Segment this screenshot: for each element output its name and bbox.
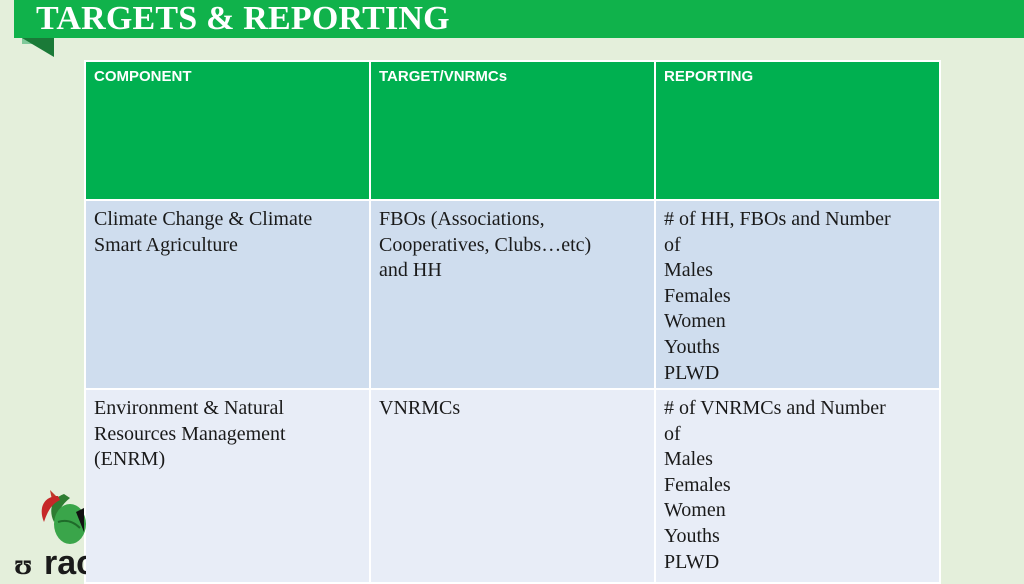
text-line: PLWD — [664, 550, 720, 573]
text-line: Males — [664, 259, 713, 282]
text-line: Women — [664, 310, 726, 333]
cell-reporting: # of HH, FBOs and Number of Males Female… — [654, 199, 941, 390]
text-line: Males — [664, 448, 713, 471]
text-line: Women — [664, 499, 726, 522]
text-line: Females — [664, 473, 731, 496]
leaf-logo-icon: ʊ rac — [14, 490, 95, 582]
cell-target: VNRMCs — [369, 388, 656, 584]
text-line: of — [664, 422, 681, 445]
cell-target: FBOs (Associations, Cooperatives, Clubs…… — [369, 199, 656, 390]
text-line: Cooperatives, Clubs…etc) — [379, 233, 592, 256]
header-reporting: REPORTING — [654, 60, 941, 201]
page-title: TARGETS & REPORTING — [36, 0, 450, 37]
text-line: Females — [664, 284, 731, 307]
svg-text:ʊ: ʊ — [14, 548, 33, 576]
table-row: Environment & Natural Resources Manageme… — [84, 388, 941, 584]
organization-logo: ʊ rac — [14, 488, 95, 582]
cell-component: Environment & Natural Resources Manageme… — [84, 388, 371, 584]
text-line: Smart Agriculture — [94, 233, 238, 256]
title-bar: TARGETS & REPORTING — [14, 0, 1024, 38]
targets-table: COMPONENT TARGET/VNRMCs REPORTING Climat… — [84, 60, 941, 584]
text-line: and HH — [379, 259, 442, 282]
text-line: Youths — [664, 524, 720, 547]
text-line: PLWD — [664, 361, 720, 384]
header-component: COMPONENT — [84, 60, 371, 201]
text-line: Resources Management — [94, 422, 286, 445]
cell-reporting: # of VNRMCs and Number of Males Females … — [654, 388, 941, 584]
logo-text: rac — [44, 544, 86, 576]
text-line: FBOs (Associations, — [379, 208, 545, 230]
text-line: of — [664, 233, 681, 256]
text-line: Climate Change & Climate — [94, 208, 313, 230]
text-line: Youths — [664, 335, 720, 358]
ribbon-fold — [22, 38, 54, 57]
text-line: # of HH, FBOs and Number — [664, 208, 891, 230]
text-line: (ENRM) — [94, 448, 166, 471]
text-line: # of VNRMCs and Number — [664, 397, 886, 419]
header-target: TARGET/VNRMCs — [369, 60, 656, 201]
cell-component: Climate Change & Climate Smart Agricultu… — [84, 199, 371, 390]
text-line: Environment & Natural — [94, 397, 284, 419]
table-row: Climate Change & Climate Smart Agricultu… — [84, 199, 941, 390]
text-line: VNRMCs — [379, 397, 461, 419]
header-row: COMPONENT TARGET/VNRMCs REPORTING — [84, 60, 941, 201]
